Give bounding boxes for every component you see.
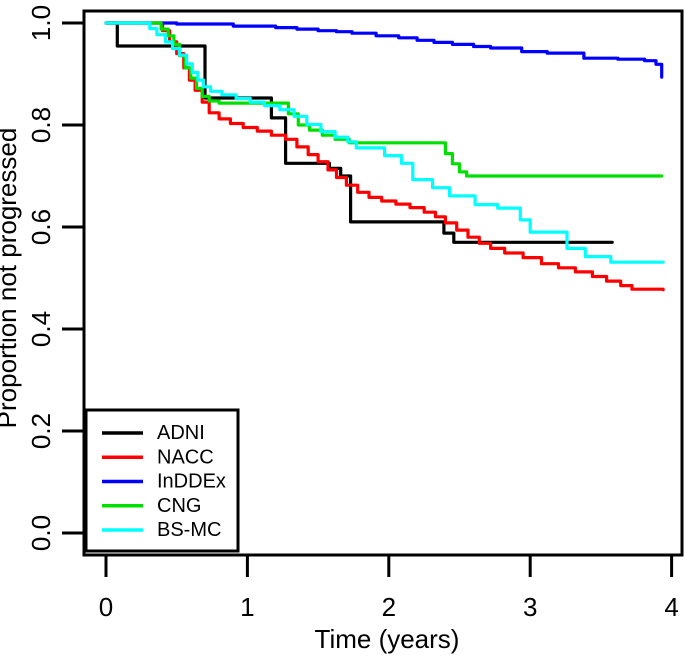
- legend-label: NACC: [157, 446, 214, 468]
- y-tick-label: 0.6: [26, 209, 56, 245]
- plot-border: [82, 9, 684, 557]
- y-tick-label: 0.8: [26, 107, 56, 143]
- y-tick-label: 0.4: [26, 311, 56, 347]
- curve-inddex: [104, 21, 664, 79]
- legend-label: InDDEx: [157, 471, 226, 493]
- x-tick-label: 4: [664, 592, 678, 622]
- x-axis-title: Time (years): [315, 624, 460, 654]
- x-tick-label: 0: [99, 592, 113, 622]
- x-tick-label: 2: [382, 592, 396, 622]
- y-tick-label: 0.0: [26, 515, 56, 551]
- y-tick-label: 0.2: [26, 413, 56, 449]
- curve-bs-mc: [104, 21, 665, 264]
- x-tick-label: 3: [523, 592, 537, 622]
- y-axis-title: Proportion not progressed: [0, 128, 22, 429]
- x-tick-label: 1: [240, 592, 254, 622]
- y-tick-label: 1.0: [26, 5, 56, 41]
- legend-label: ADNI: [157, 422, 205, 444]
- legend-label: CNG: [157, 495, 201, 517]
- legend-label: BS-MC: [157, 519, 221, 541]
